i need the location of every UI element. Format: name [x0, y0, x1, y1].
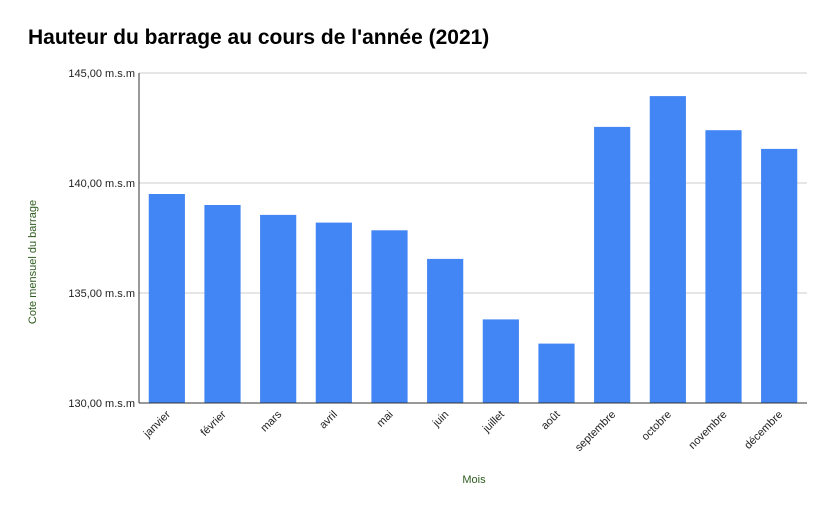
bar-décembre	[761, 148, 798, 403]
bar-juillet	[482, 319, 519, 403]
bar-mars	[260, 214, 297, 403]
x-tick-label: février	[199, 408, 229, 438]
x-tick-label: janvier	[141, 408, 173, 440]
x-tick-label: juin	[430, 409, 451, 430]
bar-novembre	[705, 130, 742, 403]
bar-mai	[371, 230, 408, 403]
chart-title: Hauteur du barrage au cours de l'année (…	[28, 26, 490, 49]
bar-août	[538, 343, 575, 403]
y-tick-label: 145,00 m.s.m	[68, 68, 135, 80]
y-axis-ticks: 130,00 m.s.m 135,00 m.s.m 140,00 m.s.m 145,…	[68, 68, 135, 410]
bar-avril	[315, 222, 352, 403]
x-tick-label: octobre	[640, 409, 674, 443]
x-tick-label: novembre	[687, 409, 730, 452]
x-tick-label: mai	[375, 409, 396, 430]
x-tick-label: août	[539, 409, 563, 433]
bar-février	[204, 205, 241, 403]
axes	[138, 73, 807, 404]
y-tick-label: 130,00 m.s.m	[68, 398, 135, 410]
x-tick-label: avril	[317, 409, 340, 432]
x-tick-label: juillet	[480, 409, 507, 436]
x-tick-label: mars	[259, 408, 285, 434]
x-axis-ticks: janvier février mars avril mai juin juillet aoû…	[141, 408, 785, 454]
bar-juin	[427, 258, 464, 403]
x-tick-label: décembre	[742, 409, 785, 452]
y-tick-label: 140,00 m.s.m	[68, 178, 135, 190]
y-tick-label: 135,00 m.s.m	[68, 288, 135, 300]
bar-janvier	[148, 194, 185, 403]
bar-septembre	[594, 126, 631, 404]
x-tick-label: septembre	[573, 409, 618, 454]
bars	[148, 96, 798, 404]
bar-octobre	[649, 96, 686, 403]
x-axis-title: Mois	[462, 474, 486, 486]
